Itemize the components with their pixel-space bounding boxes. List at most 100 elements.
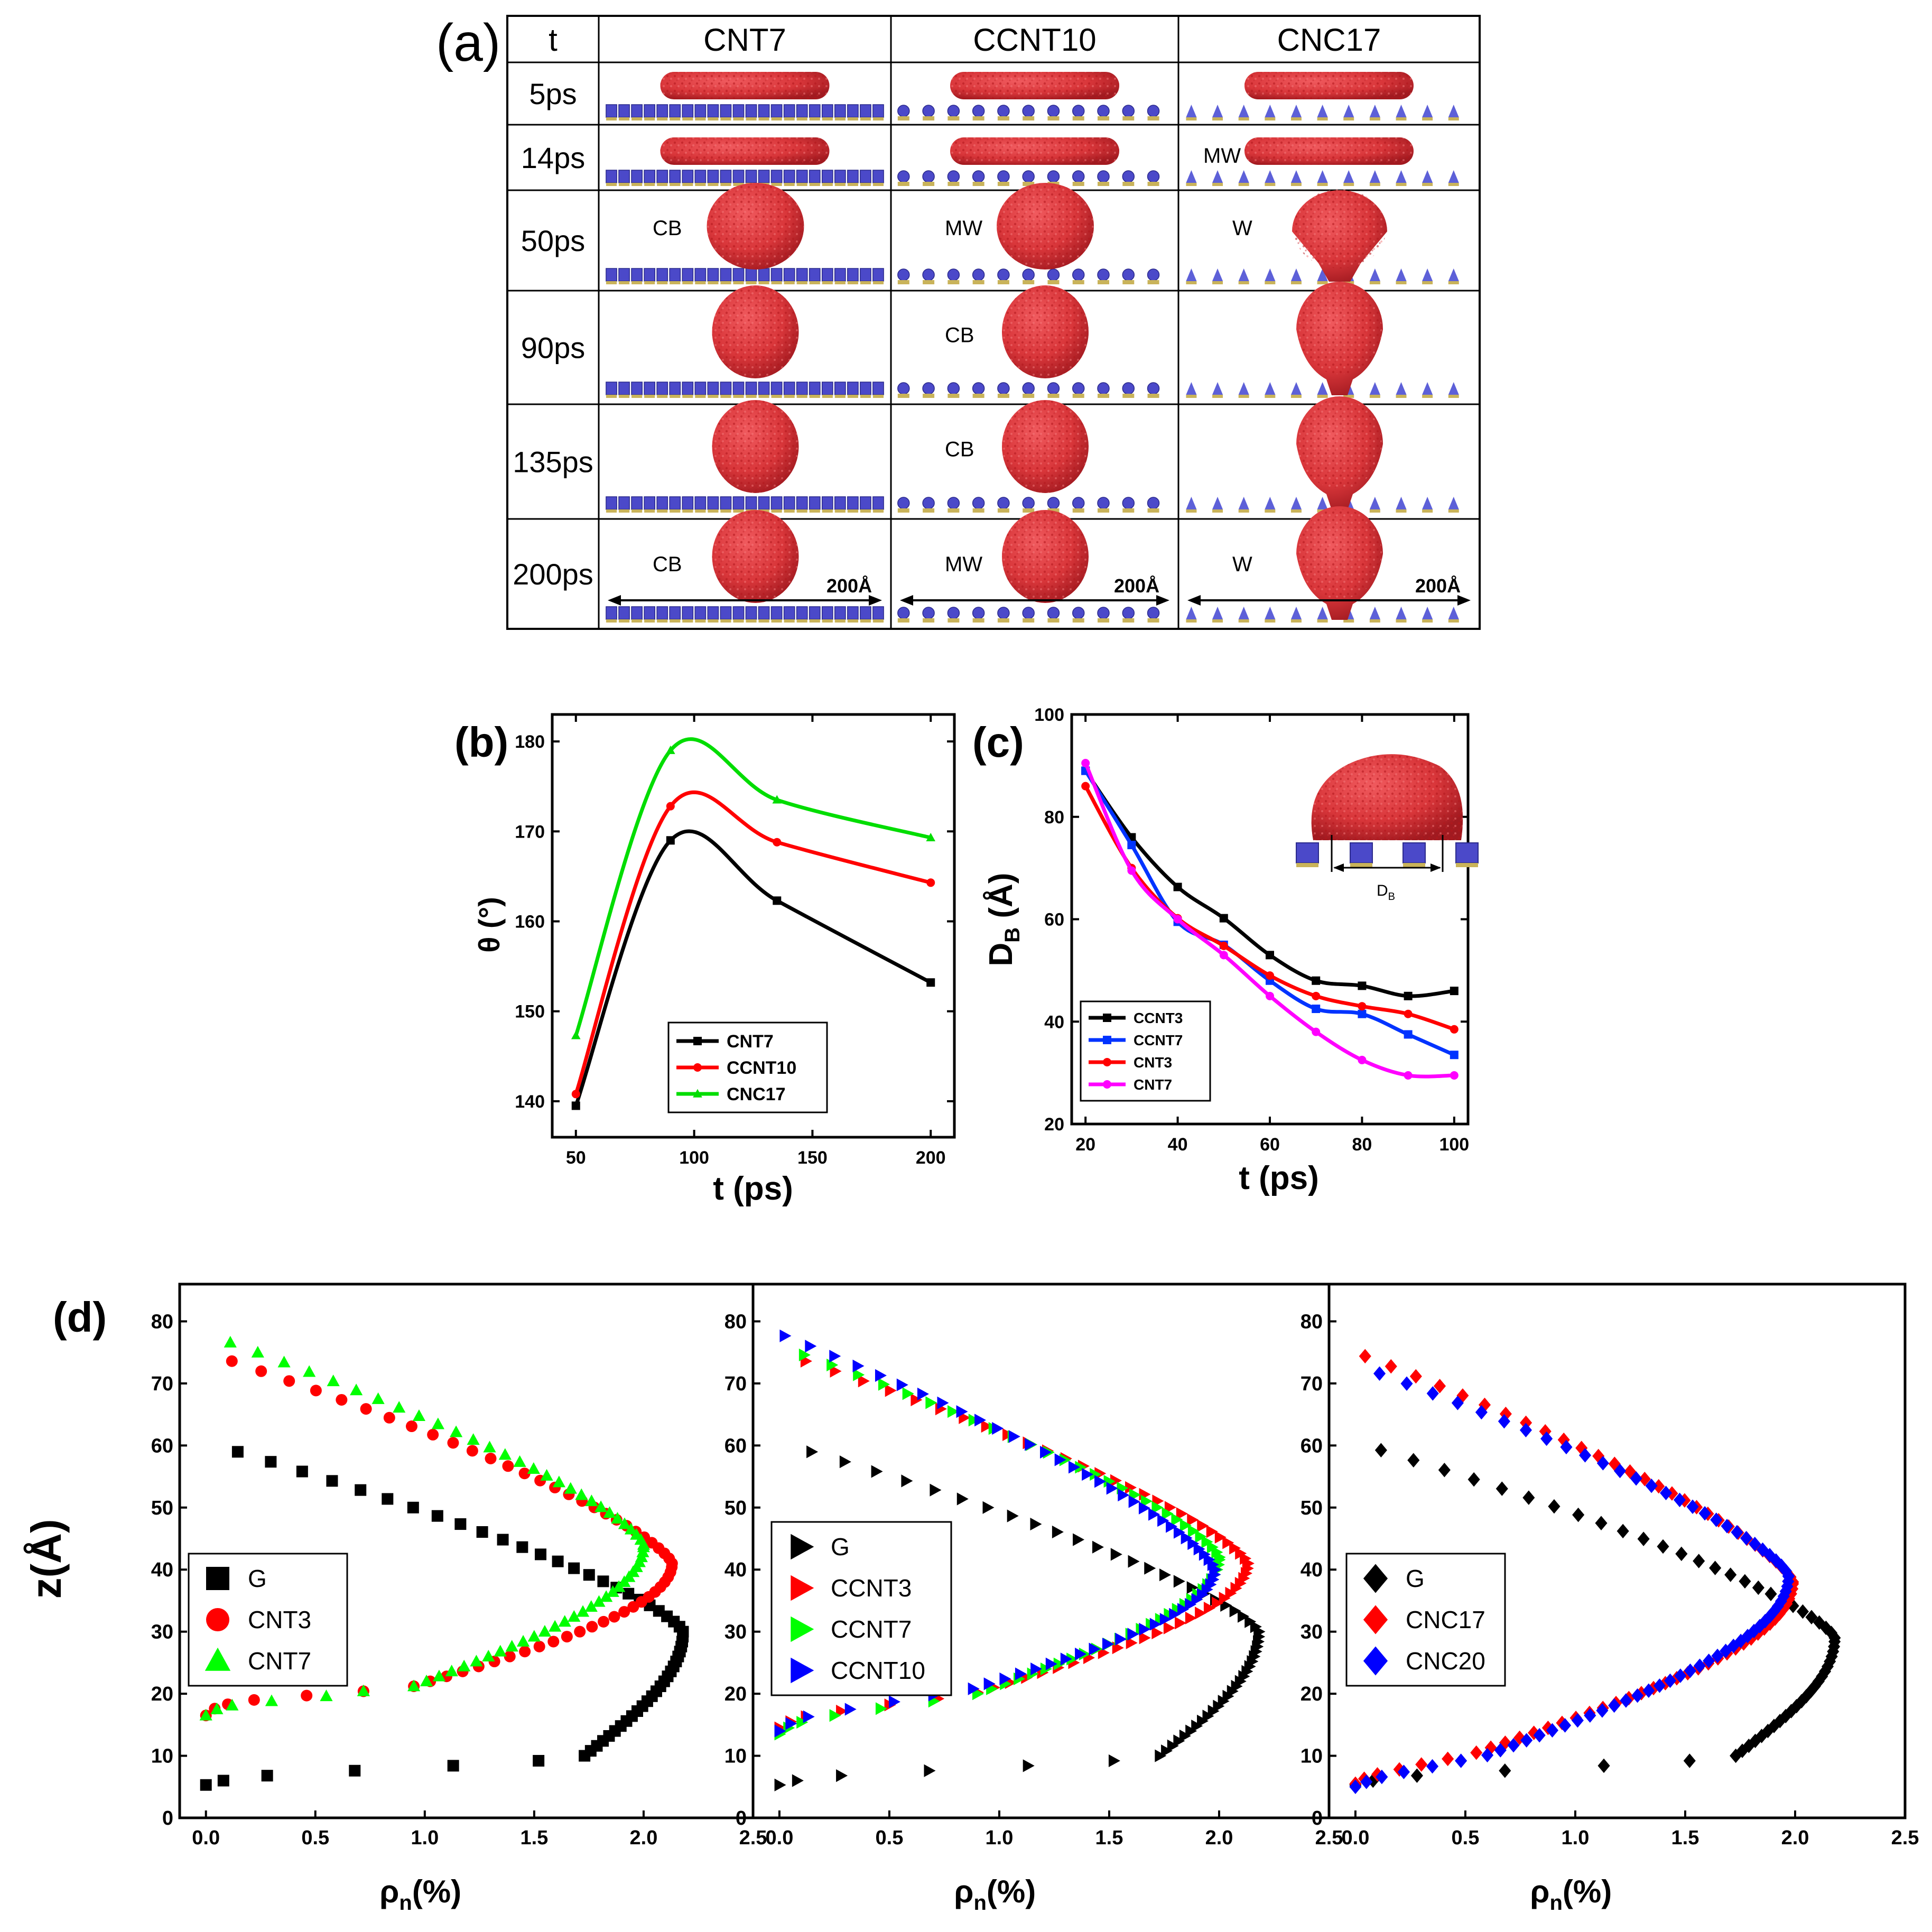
x-tick-label: 1.5 (520, 1827, 548, 1849)
chart-b-xlabel: t (ps) (713, 1171, 793, 1207)
substrate-cone (1186, 105, 1197, 117)
substrate-base (1369, 183, 1380, 186)
substrate-base (897, 280, 909, 284)
substrate-base (809, 619, 820, 623)
density-point (1069, 1461, 1081, 1474)
substrate-base (1122, 394, 1135, 398)
y-tick-label: 30 (151, 1621, 173, 1643)
subplot-xlabel-sub: n (973, 1891, 986, 1915)
density-point (1674, 1668, 1687, 1683)
substrate-base (860, 509, 871, 513)
data-point (1081, 782, 1090, 791)
substrate-base (997, 508, 1009, 513)
data-point (772, 795, 782, 804)
x-tick-label: 0.0 (1342, 1827, 1370, 1849)
substrate-base (746, 281, 757, 284)
substrate-pillar (796, 606, 808, 620)
density-point (806, 1445, 819, 1459)
density-point (968, 1682, 980, 1695)
density-point (1410, 1768, 1423, 1783)
substrate-base (695, 619, 706, 623)
substrate-base (1186, 183, 1197, 186)
density-point (467, 1433, 480, 1445)
density-point (1645, 1478, 1658, 1493)
data-point (1404, 991, 1413, 1000)
substrate-cap (972, 170, 985, 183)
substrate-base (834, 117, 846, 120)
substrate-pillar (821, 606, 833, 620)
density-point (1151, 1626, 1164, 1640)
substrate-base (733, 281, 744, 284)
density-point (412, 1409, 426, 1422)
substrate-pillar (796, 170, 808, 183)
water-droplet-texture (1002, 510, 1089, 603)
substrate-base (657, 183, 668, 186)
panel-d-subplots: 0.0 0.5 1.0 1.5 2.0 2.501020304050607080ρn(%)… (151, 1283, 1919, 1915)
x-tick-label: 2.5 (739, 1827, 767, 1849)
substrate-pillar (758, 104, 770, 118)
substrate-cone (1396, 105, 1407, 117)
substrate-base (1265, 395, 1276, 398)
density-point (327, 1374, 340, 1387)
legend-marker (1363, 1564, 1388, 1593)
y-tick-label: 60 (1301, 1435, 1323, 1457)
density-point (1637, 1531, 1650, 1546)
scale-label: 200Å (1114, 575, 1159, 597)
substrate-pillar (796, 104, 808, 118)
substrate-pillar (834, 606, 846, 620)
density-point (516, 1634, 530, 1647)
substrate-pillar (872, 104, 884, 118)
substrate-base (644, 509, 655, 513)
density-point (200, 1779, 212, 1791)
density-point (1533, 1728, 1546, 1743)
series-cnc17 (571, 737, 936, 1039)
density-point (1115, 1632, 1127, 1646)
density-point (779, 1329, 792, 1343)
substrate-pillar (720, 606, 732, 620)
y-tick-label: 0 (736, 1807, 747, 1829)
substrate-cone (1343, 105, 1354, 117)
substrate-base (834, 183, 846, 186)
substrate-cap (1147, 170, 1160, 183)
density-point (527, 1462, 540, 1474)
substrate-cone (1317, 497, 1328, 509)
chart-c-ylabel-unit: (Å) (983, 873, 1019, 927)
header-cnt7: CNT7 (703, 22, 786, 58)
substrate-cap (897, 607, 910, 619)
substrate-cone (1422, 268, 1433, 281)
substrate-base (695, 281, 706, 284)
substrate-base (1072, 394, 1084, 398)
substrate-base (796, 281, 807, 284)
density-point (1171, 1513, 1183, 1526)
density-point (1148, 1508, 1160, 1521)
density-point (1187, 1513, 1199, 1527)
data-point (1173, 915, 1182, 924)
density-point (1660, 1485, 1673, 1500)
substrate-pillar (796, 382, 808, 395)
substrate-base (1098, 280, 1109, 284)
density-point (1557, 1432, 1570, 1447)
density-point (803, 1710, 815, 1723)
density-subplot: 0.0 0.5 1.0 1.5 2.0 2.501020304050607080ρn(%)… (151, 1283, 767, 1915)
substrate-pillar (783, 170, 795, 183)
density-point (1397, 1764, 1410, 1779)
substrate-pillar (758, 268, 770, 282)
substrate-base (923, 116, 935, 120)
substrate-base (720, 619, 731, 623)
substrate-pillar (809, 104, 821, 118)
substrate-cone (1265, 170, 1276, 183)
scale-label: 200Å (1415, 575, 1461, 597)
substrate-base (1072, 116, 1084, 120)
data-point (1358, 981, 1367, 990)
density-point (558, 1615, 571, 1627)
density-point (1159, 1613, 1172, 1626)
substrate-base (1396, 619, 1407, 623)
substrate-pillar (821, 268, 833, 282)
substrate-base (784, 281, 795, 284)
density-point (1763, 1548, 1776, 1563)
inset-pillar (1455, 842, 1479, 863)
subplot-xlabel-unit: (%) (1563, 1874, 1612, 1909)
density-point (1657, 1539, 1669, 1554)
substrate-base (1317, 619, 1328, 623)
panel-d-density-profiles: (d) z(Å) 0.0 0.5 1.0 1.5 2.0 2.50102030405060… (23, 1283, 1919, 1915)
